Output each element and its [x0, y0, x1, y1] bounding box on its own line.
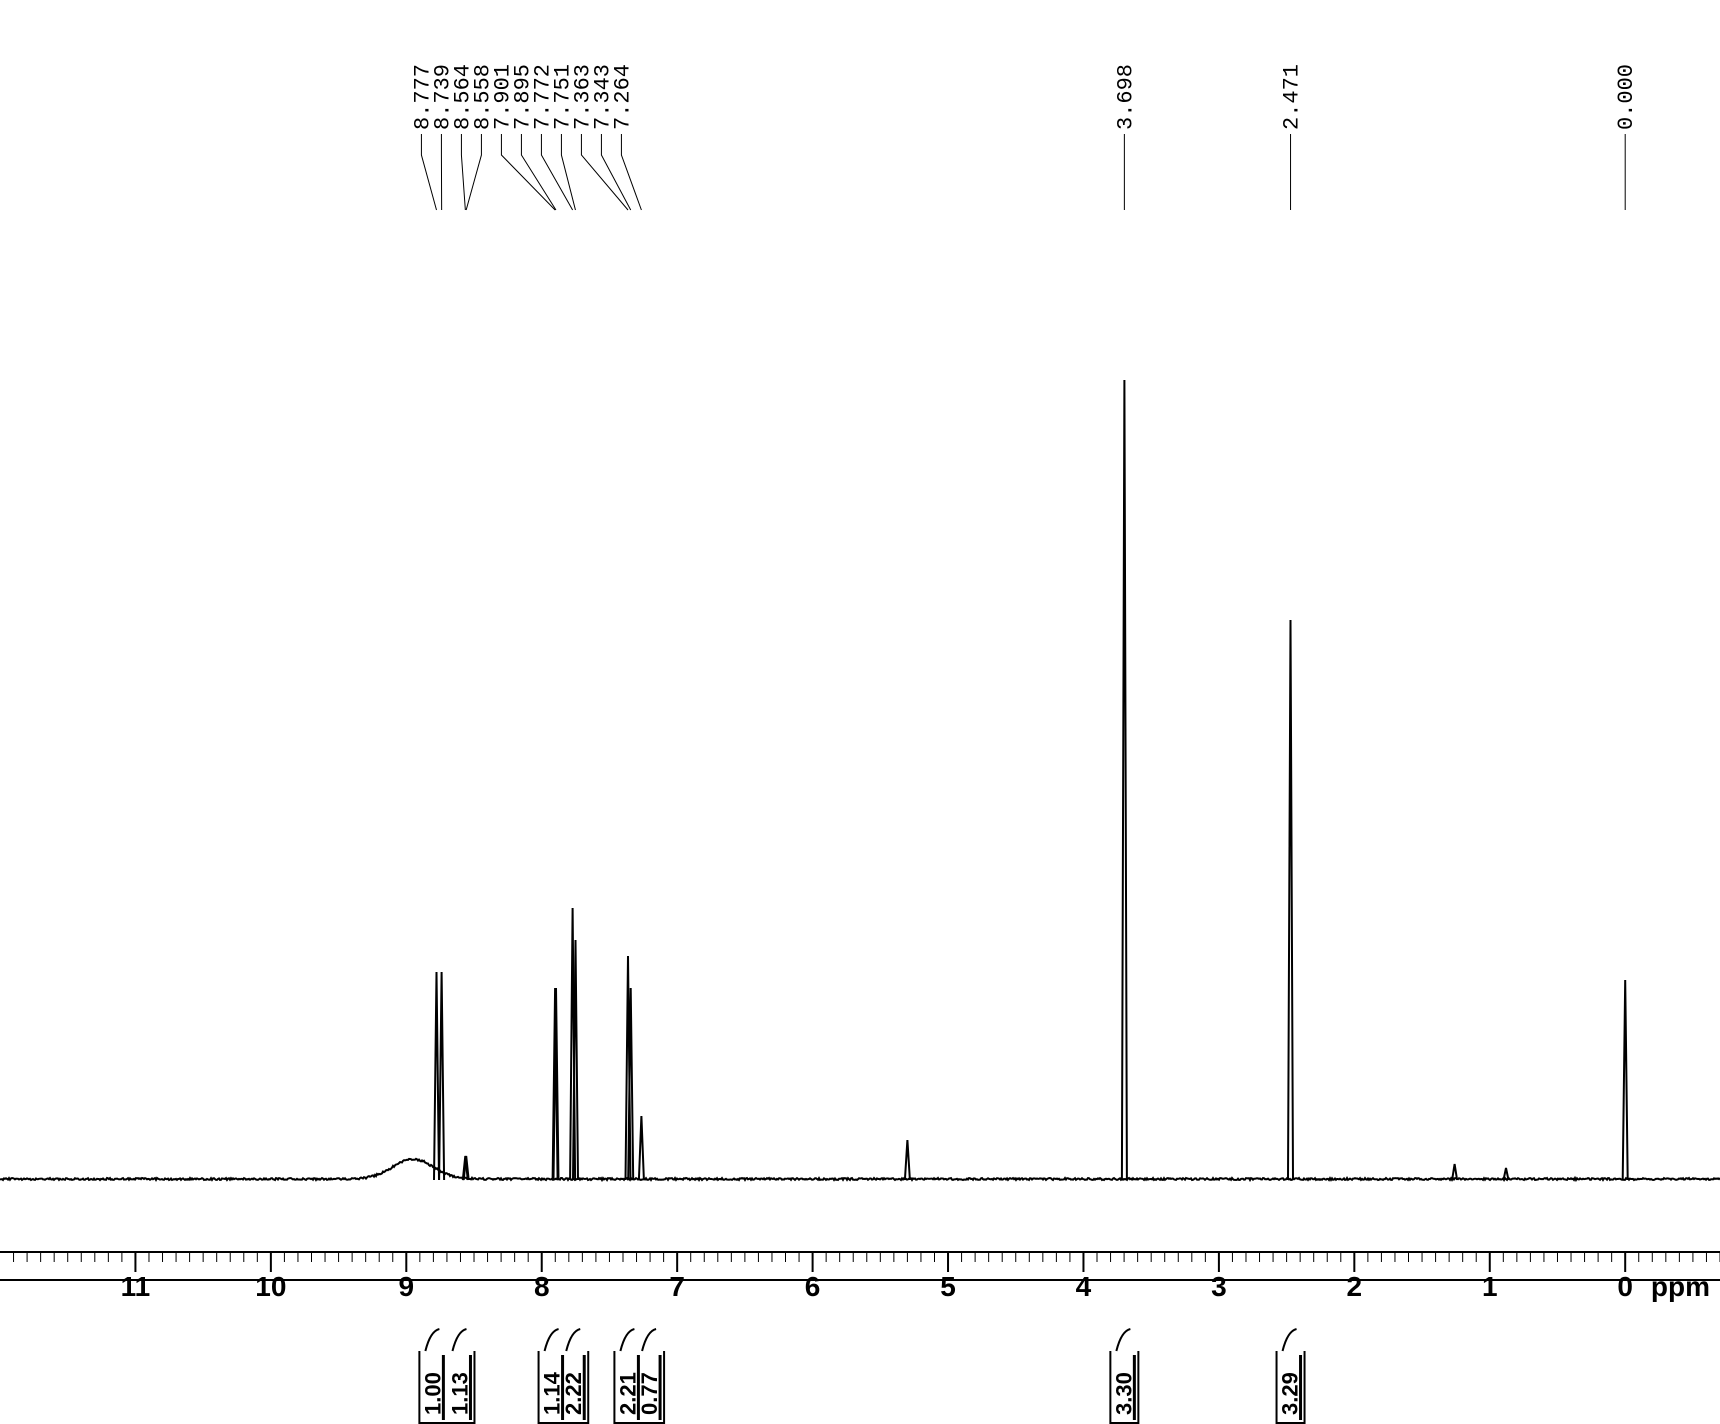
peak-label-line: [541, 134, 572, 210]
peak-value-label: 3.698: [1113, 64, 1138, 130]
nmr-peak: [434, 972, 439, 1180]
nmr-peak: [1122, 380, 1127, 1180]
peak-label-line: [601, 134, 630, 210]
tick-label: 11: [121, 1271, 151, 1302]
integration-label: 3.30: [1111, 1372, 1136, 1415]
x-axis-label: ppm: [1651, 1271, 1710, 1302]
tick-label: 3: [1211, 1271, 1227, 1302]
integration-label: 1.13: [447, 1372, 472, 1415]
tick-label: 10: [255, 1271, 286, 1302]
tick-label: 5: [940, 1271, 956, 1302]
integral-mark: [425, 1329, 439, 1351]
peak-value-label: 2.471: [1280, 64, 1305, 130]
nmr-peak: [639, 1116, 644, 1180]
tick-label: 0: [1617, 1271, 1633, 1302]
integral-mark: [1283, 1329, 1297, 1351]
integration-label: 0.77: [637, 1372, 662, 1415]
nmr-peak: [439, 972, 444, 1180]
peak-label-line: [466, 134, 481, 210]
integration-label: 1.00: [420, 1372, 445, 1415]
integration-label: 3.29: [1278, 1372, 1303, 1415]
tick-label: 6: [805, 1271, 821, 1302]
nmr-peak: [905, 1140, 910, 1180]
integral-mark: [620, 1329, 634, 1351]
integral-mark: [545, 1329, 559, 1351]
nmr-peak: [1623, 980, 1628, 1180]
peak-label-line: [461, 134, 465, 210]
peak-label-line: [561, 134, 575, 210]
integral-mark: [452, 1329, 466, 1351]
tick-label: 4: [1076, 1271, 1092, 1302]
nmr-baseline: [0, 1159, 1720, 1180]
tick-label: 2: [1347, 1271, 1363, 1302]
peak-label-line: [421, 134, 436, 210]
peak-label-line: [501, 134, 555, 210]
tick-label: 1: [1482, 1271, 1498, 1302]
tick-label: 9: [399, 1271, 415, 1302]
tick-label: 7: [669, 1271, 685, 1302]
integral-mark: [566, 1329, 580, 1351]
integral-mark: [1116, 1329, 1130, 1351]
integral-mark: [642, 1329, 656, 1351]
peak-value-label: 7.264: [610, 64, 635, 130]
integration-label: 2.22: [561, 1372, 586, 1415]
nmr-peak: [1288, 620, 1293, 1180]
tick-label: 8: [534, 1271, 550, 1302]
peak-value-label: 0.000: [1614, 64, 1639, 130]
